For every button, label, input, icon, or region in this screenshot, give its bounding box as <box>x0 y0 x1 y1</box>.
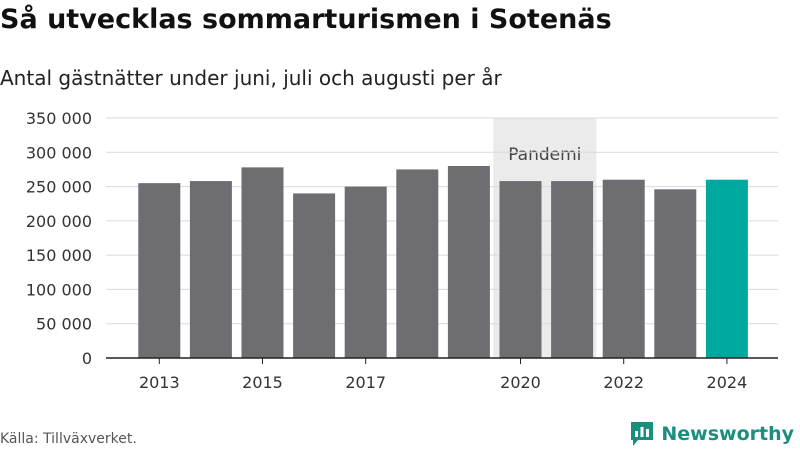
chart-subtitle: Antal gästnätter under juni, juli och au… <box>0 66 502 90</box>
bar-2016 <box>293 193 336 358</box>
chart-title: Så utvecklas sommarturismen i Sotenäs <box>0 4 612 35</box>
x-tick-label: 2015 <box>242 373 283 392</box>
y-tick-label: 200 000 <box>26 212 92 231</box>
bar-chart: Pandemi 0 50 000 100 000 150 000 200 000 250 0… <box>26 109 778 392</box>
y-tick-label: 0 <box>82 349 92 368</box>
x-tick-label: 2020 <box>500 373 541 392</box>
bar-2014 <box>189 181 232 358</box>
y-tick-label: 100 000 <box>26 280 92 299</box>
x-tick-label: 2013 <box>139 373 180 392</box>
brand-name: Newsworthy <box>661 423 794 445</box>
source-note: Källa: Tillväxverket. <box>0 431 137 447</box>
pandemic-label: Pandemi <box>508 145 581 165</box>
bar-2021 <box>551 181 594 358</box>
bar-2018 <box>396 169 439 358</box>
x-tick-label: 2024 <box>707 373 748 392</box>
bar-2023 <box>654 189 697 358</box>
bar-2015 <box>241 167 284 358</box>
bar-2020 <box>499 181 542 358</box>
newsworthy-logo[interactable]: Newsworthy <box>629 419 794 449</box>
newsworthy-logo-icon <box>631 422 654 446</box>
y-tick-label: 150 000 <box>26 246 92 265</box>
bar-2022 <box>602 179 645 358</box>
bar-2013 <box>138 183 181 358</box>
x-tick-label: 2017 <box>345 373 386 392</box>
y-tick-label: 50 000 <box>36 315 92 334</box>
bar-2017 <box>344 186 387 358</box>
bar-2019 <box>447 166 490 358</box>
y-tick-label: 300 000 <box>26 143 92 162</box>
y-tick-label: 350 000 <box>26 109 92 128</box>
x-tick-label: 2022 <box>603 373 644 392</box>
y-tick-label: 250 000 <box>26 178 92 197</box>
bar-2024 <box>705 179 748 358</box>
